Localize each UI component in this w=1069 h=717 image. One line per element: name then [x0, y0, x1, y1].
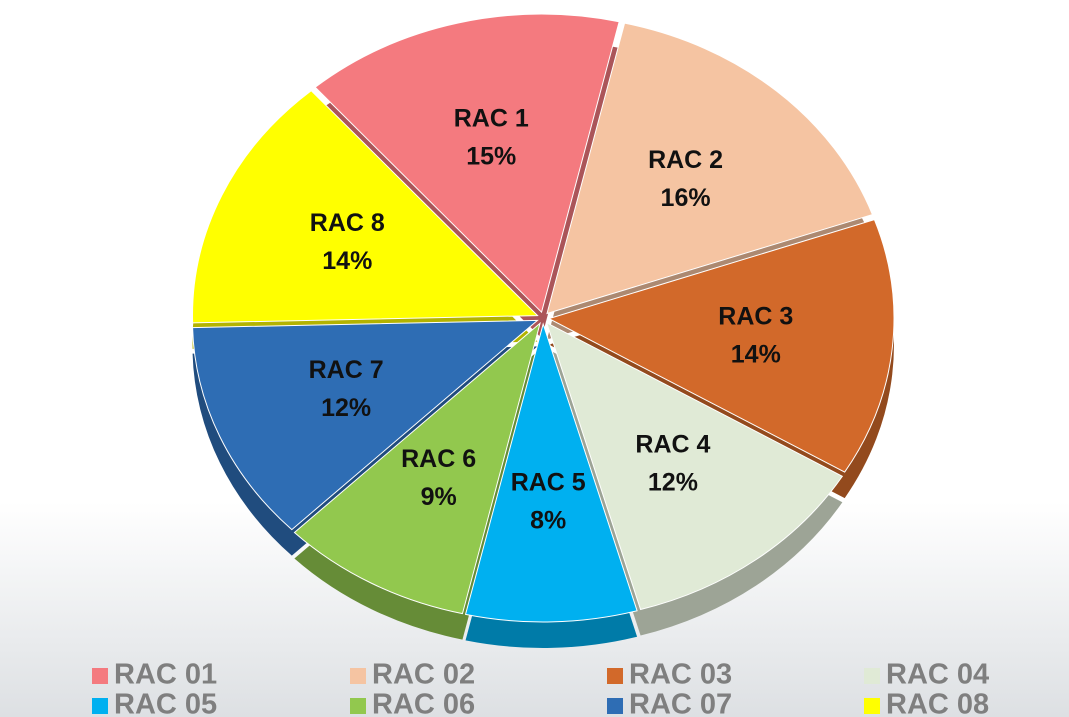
legend-label: RAC 05 — [114, 689, 217, 717]
data-label: 16% — [661, 184, 711, 212]
slice-label: RAC 2 — [648, 146, 723, 174]
data-label: 14% — [731, 340, 781, 368]
legend-swatch — [92, 668, 108, 684]
legend-swatch — [92, 698, 108, 714]
data-label: 9% — [421, 483, 457, 511]
legend-label: RAC 08 — [886, 689, 989, 717]
legend-swatch — [350, 668, 366, 684]
slice — [545, 321, 844, 611]
legend-swatch — [607, 668, 623, 684]
legend-label: RAC 02 — [372, 659, 475, 691]
slice — [464, 322, 638, 623]
legend-swatch — [864, 668, 880, 684]
slice — [293, 321, 541, 615]
slice-label: RAC 6 — [401, 445, 476, 473]
legend-label: RAC 07 — [629, 689, 732, 717]
data-label: 15% — [466, 142, 516, 170]
slice — [192, 90, 539, 324]
legend-swatch — [350, 698, 366, 714]
slice-label: RAC 8 — [310, 209, 385, 237]
data-label: 12% — [648, 468, 698, 496]
slice-label: RAC 5 — [511, 468, 586, 496]
legend-label: RAC 03 — [629, 659, 732, 691]
slice — [192, 319, 539, 531]
data-label: 12% — [321, 394, 371, 422]
data-label: 14% — [322, 247, 372, 275]
slice-label: RAC 7 — [309, 356, 384, 384]
slice-label: RAC 3 — [718, 302, 793, 330]
legend-label: RAC 06 — [372, 689, 475, 717]
legend-label: RAC 04 — [886, 659, 989, 691]
slice — [547, 219, 895, 473]
data-label: 8% — [530, 506, 566, 534]
legend-label: RAC 01 — [114, 659, 217, 691]
slice — [314, 13, 620, 314]
slice-label: RAC 4 — [635, 430, 710, 458]
legend-swatch — [864, 698, 880, 714]
legend-swatch — [607, 698, 623, 714]
slice — [546, 22, 874, 315]
slice-label: RAC 1 — [454, 104, 529, 132]
